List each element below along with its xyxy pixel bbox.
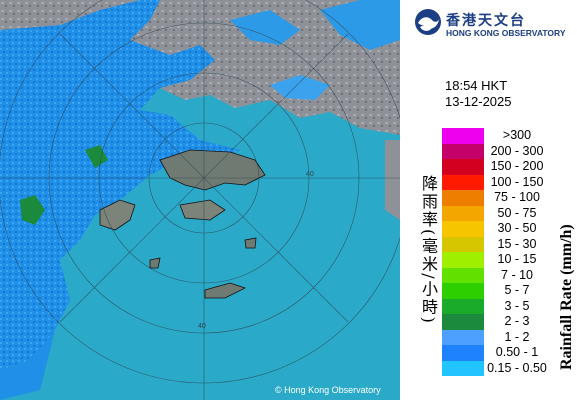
legend-swatch (442, 329, 484, 345)
rain-patch-east (270, 75, 330, 100)
legend-label: 30 - 50 (497, 221, 537, 235)
legend-label: 200 - 300 (490, 143, 544, 158)
legend-label: 15 - 30 (497, 236, 537, 251)
legend-swatch (442, 205, 484, 221)
rain-patch-northeast (320, 0, 400, 50)
legend-swatch (442, 267, 484, 283)
island-small (149, 257, 161, 269)
hong-kong-island (179, 199, 226, 221)
info-panel: 香港天文台 HONG KONG OBSERVATORY 18:54 HKT 13… (400, 0, 577, 400)
radar-map: 40 40 © Hong Kong Observatory (0, 0, 400, 400)
legend-label: 3 - 5 (504, 298, 530, 313)
legend-label: 2 - 3 (504, 314, 530, 328)
range-rings (0, 0, 400, 400)
range-ring-label: 40 (306, 171, 314, 178)
legend-swatch (442, 190, 484, 206)
radar-image: 40 40 (0, 0, 400, 400)
observation-time: 18:54 HKT (445, 78, 508, 93)
legend-label: 5 - 7 (504, 283, 530, 297)
hko-logo: 香港天文台 HONG KONG OBSERVATORY (414, 8, 574, 38)
legend-swatch (442, 159, 484, 175)
legend-swatch (442, 221, 484, 237)
legend-label: >300 (502, 128, 532, 142)
rain-area-west (0, 0, 240, 370)
legend-label: 7 - 10 (501, 267, 533, 282)
legend-swatch (442, 143, 484, 159)
legend-swatch (442, 128, 484, 144)
legend-color-scale (442, 128, 484, 376)
island-small (244, 237, 257, 249)
observation-date: 13-12-2025 (445, 94, 512, 109)
legend-label: 10 - 15 (497, 252, 537, 266)
legend-swatch (442, 298, 484, 314)
legend-label: 1 - 2 (504, 329, 530, 344)
eastern-land (385, 140, 400, 220)
legend-label: 0.15 - 0.50 (487, 360, 547, 375)
rain-area-southwest (0, 330, 55, 400)
legend-label: 0.50 - 1 (495, 345, 539, 359)
legend-swatch (442, 360, 484, 376)
legend-title-zh: 降雨率(毫米/小時) (419, 175, 438, 325)
legend-label: 75 - 100 (494, 190, 540, 204)
rain-cell-green (85, 145, 108, 168)
legend-swatch (442, 314, 484, 330)
copyright-text: © Hong Kong Observatory (275, 385, 381, 395)
hko-logo-icon (415, 9, 441, 35)
legend-swatch (442, 283, 484, 299)
org-name-zh: 香港天文台 (446, 13, 526, 29)
legend-swatch (442, 345, 484, 361)
legend-label: 50 - 75 (497, 205, 537, 220)
legend-swatch (442, 252, 484, 268)
island-south (204, 282, 247, 299)
legend-swatch (442, 236, 484, 252)
legend-swatch (442, 174, 484, 190)
rain-cell-green (20, 195, 45, 225)
legend-label: 150 - 200 (490, 159, 544, 173)
range-ring-label: 40 (198, 323, 206, 330)
rain-patch-north (230, 10, 300, 45)
legend-title-en: Rainfall Rate (mm/h) (558, 224, 575, 370)
legend-label: 100 - 150 (490, 174, 544, 189)
org-name-en: HONG KONG OBSERVATORY (446, 28, 566, 38)
